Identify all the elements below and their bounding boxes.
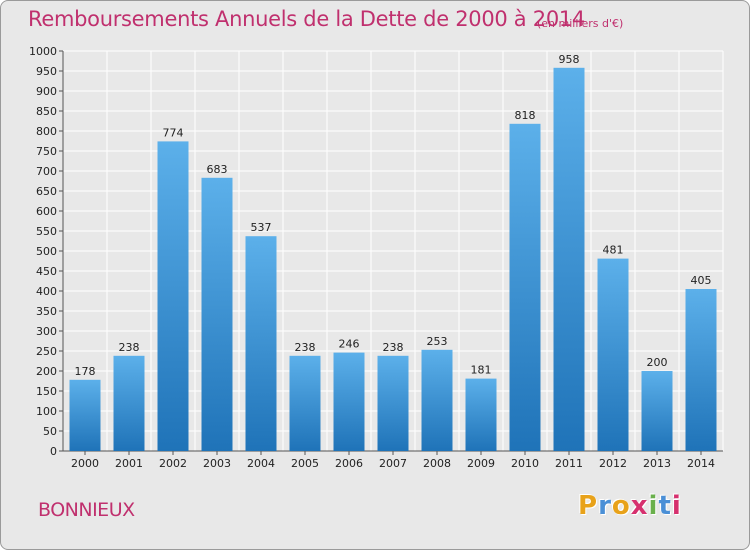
bar-2001 <box>113 355 145 451</box>
value-label: 200 <box>647 356 668 369</box>
logo-letter: i <box>648 491 659 521</box>
y-tick-label: 700 <box>36 165 57 178</box>
y-tick-label: 650 <box>36 185 57 198</box>
x-tick-label: 2001 <box>115 457 143 470</box>
x-tick-label: 2010 <box>511 457 539 470</box>
y-tick-label: 50 <box>43 425 57 438</box>
x-tick-label: 2003 <box>203 457 231 470</box>
bar-2008 <box>421 349 453 451</box>
x-tick-label: 2004 <box>247 457 275 470</box>
value-label: 818 <box>515 109 536 122</box>
value-label: 537 <box>251 221 272 234</box>
logo-letter: o <box>611 491 631 521</box>
y-tick-label: 900 <box>36 85 57 98</box>
value-label: 238 <box>295 341 316 354</box>
x-tick-label: 2009 <box>467 457 495 470</box>
bar-2011 <box>553 67 585 452</box>
chart-subtitle: (en milliers d'€) <box>537 17 624 30</box>
bar-2005 <box>289 355 321 451</box>
value-label: 181 <box>471 364 492 377</box>
logo-letter: x <box>630 491 649 521</box>
y-tick-label: 400 <box>36 285 57 298</box>
value-label: 958 <box>559 53 580 66</box>
logo-letter: t <box>658 491 672 521</box>
value-label: 238 <box>383 341 404 354</box>
labels: 0 50 100 150 200 250 300 350 400 450 500 550 600 650 7… <box>29 45 715 470</box>
value-label: 481 <box>603 244 624 257</box>
bar-2000 <box>69 379 101 451</box>
x-tick-label: 2012 <box>599 457 627 470</box>
x-tick-label: 2002 <box>159 457 187 470</box>
value-label: 253 <box>427 335 448 348</box>
x-tick-label: 2000 <box>71 457 99 470</box>
bar-2013 <box>641 371 673 451</box>
value-label: 246 <box>339 338 360 351</box>
bar-2010 <box>509 123 541 452</box>
y-tick-label: 800 <box>36 125 57 138</box>
y-tick-label: 600 <box>36 205 57 218</box>
y-tick-label: 500 <box>36 245 57 258</box>
logo-letter: r <box>598 491 612 521</box>
proxiti-logo: Proxiti <box>578 491 682 521</box>
logo-letter: P <box>578 491 599 521</box>
x-tick-label: 2006 <box>335 457 363 470</box>
place-name: BONNIEUX <box>38 499 135 521</box>
x-tick-label: 2011 <box>555 457 583 470</box>
x-tick-label: 2014 <box>687 457 715 470</box>
bar-2014 <box>685 289 717 451</box>
y-tick-label: 750 <box>36 145 57 158</box>
x-tick-label: 2013 <box>643 457 671 470</box>
bar-2009 <box>465 378 497 451</box>
y-tick-label: 200 <box>36 365 57 378</box>
y-tick-label: 550 <box>36 225 57 238</box>
y-tick-label: 350 <box>36 305 57 318</box>
y-tick-label: 1000 <box>29 45 57 58</box>
y-tick-label: 450 <box>36 265 57 278</box>
y-tick-label: 100 <box>36 405 57 418</box>
value-label: 178 <box>75 365 96 378</box>
value-label: 683 <box>207 163 228 176</box>
value-label: 405 <box>691 274 712 287</box>
logo-letter: i <box>671 491 682 521</box>
chart-title: Remboursements Annuels de la Dette de 20… <box>28 7 585 31</box>
y-tick-label: 950 <box>36 65 57 78</box>
bars <box>69 67 717 452</box>
x-tick-label: 2008 <box>423 457 451 470</box>
bar-2012 <box>597 258 629 451</box>
y-tick-label: 250 <box>36 345 57 358</box>
y-tick-label: 300 <box>36 325 57 338</box>
bar-2002 <box>157 141 189 451</box>
y-tick-label: 850 <box>36 105 57 118</box>
bar-2004 <box>245 236 277 451</box>
y-tick-label: 0 <box>50 445 57 458</box>
value-label: 774 <box>163 126 184 139</box>
x-tick-label: 2007 <box>379 457 407 470</box>
value-label: 238 <box>119 341 140 354</box>
bar-2003 <box>201 177 233 452</box>
bar-2007 <box>377 355 409 451</box>
y-tick-label: 150 <box>36 385 57 398</box>
bar-2006 <box>333 352 365 451</box>
x-tick-label: 2005 <box>291 457 319 470</box>
